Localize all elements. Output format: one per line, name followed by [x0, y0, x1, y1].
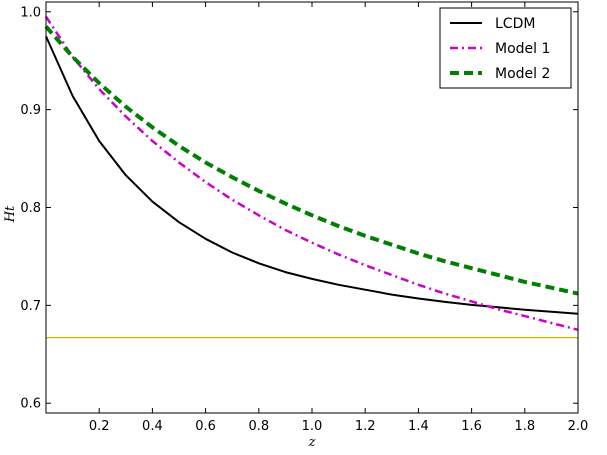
x-axis-label: z [308, 435, 316, 450]
x-tick-label: 1.0 [302, 419, 323, 434]
x-tick-label: 0.4 [142, 419, 163, 434]
x-tick-label: 1.8 [514, 419, 535, 434]
series-layer [44, 16, 579, 332]
x-tick-label: 0.6 [195, 419, 216, 434]
x-tick-label: 0.2 [89, 419, 110, 434]
y-tick-label: 0.7 [20, 299, 41, 314]
legend-label: Model 2 [495, 66, 550, 82]
series-line-model-1 [44, 16, 579, 332]
y-tick-label: 0.6 [20, 397, 41, 412]
legend: LCDM Model 1 Model 2 [439, 7, 572, 89]
ticks-layer: 0.2 0.4 0.6 0.8 1.0 1.2 1.4 1.6 1.8 2.0 0.6 0.7 0.8 0… [20, 2, 588, 434]
y-axis-label: Ht [3, 205, 18, 223]
x-tick-label: 1.6 [461, 419, 482, 434]
y-tick-label: 0.8 [20, 201, 41, 216]
y-tick-label: 0.9 [20, 103, 41, 118]
legend-label: LCDM [495, 16, 535, 32]
x-tick-label: 1.2 [355, 419, 376, 434]
y-tick-label: 1.0 [20, 5, 41, 20]
x-tick-label: 2.0 [568, 419, 589, 434]
x-tick-label: 0.8 [248, 419, 269, 434]
legend-label: Model 1 [495, 41, 550, 57]
legend-box [439, 7, 572, 89]
x-tick-label: 1.4 [408, 419, 429, 434]
series-line-model-2 [44, 25, 579, 296]
